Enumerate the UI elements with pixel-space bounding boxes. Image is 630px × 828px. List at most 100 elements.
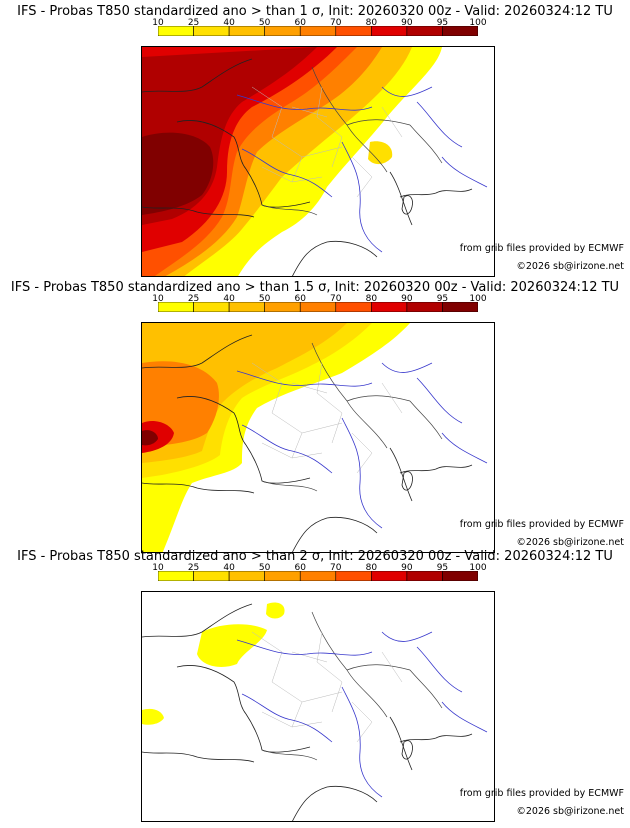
country-borders bbox=[261, 342, 443, 492]
corsica bbox=[401, 740, 413, 760]
prob-field-95 bbox=[142, 132, 214, 215]
colorbar-tick-label: 60 bbox=[294, 294, 306, 304]
probability-map bbox=[141, 591, 495, 822]
colorbar-tick-label: 25 bbox=[187, 18, 200, 28]
colorbar-labels: 10 25 40 50 60 70 80 90 95 100 bbox=[152, 294, 486, 308]
colorbar-segment bbox=[335, 302, 372, 312]
colorbar-segment bbox=[406, 571, 443, 581]
colorbar-segment bbox=[371, 302, 408, 312]
prob-field-20-se bbox=[368, 141, 393, 165]
country-borders bbox=[261, 66, 443, 216]
admin-borders bbox=[251, 362, 403, 474]
colorbar bbox=[158, 302, 478, 312]
colorbar-tick-label: 90 bbox=[401, 563, 413, 573]
colorbar-segment bbox=[442, 302, 478, 312]
colorbar-segment bbox=[335, 26, 372, 36]
colorbar-tick-label: 95 bbox=[436, 18, 449, 28]
colorbar-tick-label: 50 bbox=[258, 18, 271, 28]
coastline bbox=[142, 58, 473, 276]
colorbar-segment bbox=[264, 302, 301, 312]
colorbar-tick-label: 100 bbox=[469, 294, 487, 304]
colorbar-segment bbox=[264, 26, 301, 36]
copyright-credit: ©2026 sb@irizone.net bbox=[516, 537, 624, 548]
colorbar-tick-label: 10 bbox=[152, 563, 164, 573]
data-source-credit: from grib files provided by ECMWF bbox=[459, 788, 624, 799]
colorbar-tick-label: 70 bbox=[330, 294, 342, 304]
map-canvas bbox=[142, 602, 488, 821]
coastline bbox=[142, 603, 473, 821]
colorbar-tick-label: 100 bbox=[469, 18, 487, 28]
colorbar-segment bbox=[158, 302, 194, 312]
colorbar-tick-label: 100 bbox=[469, 563, 487, 573]
colorbar-segment bbox=[158, 26, 194, 36]
colorbar-labels: 10 25 40 50 60 70 80 90 95 100 bbox=[152, 563, 486, 577]
colorbar-tick-label: 70 bbox=[330, 18, 342, 28]
probability-map bbox=[141, 46, 495, 277]
panel-title: IFS - Probas T850 standardized ano > tha… bbox=[10, 280, 620, 295]
map-canvas bbox=[142, 323, 488, 552]
copyright-credit: ©2026 sb@irizone.net bbox=[516, 261, 624, 272]
prob-field-95 bbox=[142, 430, 158, 446]
panel-title: IFS - Probas T850 standardized ano > tha… bbox=[17, 549, 613, 564]
colorbar-tick-label: 10 bbox=[152, 294, 164, 304]
map-panel-2: IFS - Probas T850 standardized ano > tha… bbox=[0, 276, 630, 553]
colorbar-segment bbox=[193, 571, 230, 581]
colorbar-tick-label: 90 bbox=[401, 294, 413, 304]
coastline bbox=[142, 334, 473, 552]
colorbar-segment bbox=[193, 26, 230, 36]
colorbar-labels: 10 25 40 50 60 70 80 90 95 100 bbox=[152, 18, 486, 32]
copyright-credit: ©2026 sb@irizone.net bbox=[516, 806, 624, 817]
admin-borders bbox=[251, 86, 403, 198]
colorbar-segment bbox=[228, 26, 265, 36]
colorbar-tick-label: 80 bbox=[365, 294, 378, 304]
colorbar-segment bbox=[442, 571, 478, 581]
map-canvas bbox=[142, 47, 488, 276]
colorbar-segment bbox=[406, 302, 443, 312]
colorbar bbox=[158, 571, 478, 581]
colorbar-segment bbox=[406, 26, 443, 36]
colorbar bbox=[158, 26, 478, 36]
colorbar-tick-label: 25 bbox=[187, 294, 200, 304]
colorbar-segment bbox=[335, 571, 372, 581]
probability-map bbox=[141, 322, 495, 553]
colorbar-tick-label: 10 bbox=[152, 18, 164, 28]
colorbar-tick-label: 40 bbox=[223, 18, 235, 28]
colorbar-segment bbox=[371, 26, 408, 36]
colorbar-tick-label: 60 bbox=[294, 563, 306, 573]
colorbar-segment bbox=[264, 571, 301, 581]
colorbar-segment bbox=[299, 26, 337, 36]
corsica bbox=[401, 471, 413, 491]
colorbar-tick-label: 50 bbox=[258, 294, 271, 304]
colorbar-segment bbox=[228, 571, 265, 581]
prob-field-10-north bbox=[197, 624, 267, 667]
rivers bbox=[236, 362, 488, 529]
colorbar-segment bbox=[228, 302, 265, 312]
colorbar-segment bbox=[158, 571, 194, 581]
colorbar-segment bbox=[442, 26, 478, 36]
admin-borders bbox=[251, 631, 403, 743]
map-panel-3: IFS - Probas T850 standardized ano > tha… bbox=[0, 545, 630, 822]
country-borders bbox=[261, 611, 443, 761]
colorbar-segment bbox=[299, 302, 337, 312]
data-source-credit: from grib files provided by ECMWF bbox=[459, 243, 624, 254]
corsica bbox=[401, 195, 413, 215]
data-source-credit: from grib files provided by ECMWF bbox=[459, 519, 624, 530]
panel-title: IFS - Probas T850 standardized ano > tha… bbox=[17, 4, 613, 19]
colorbar-tick-label: 95 bbox=[436, 294, 449, 304]
colorbar-tick-label: 80 bbox=[365, 563, 378, 573]
prob-field-20-s bbox=[312, 167, 327, 183]
colorbar-tick-label: 40 bbox=[223, 294, 235, 304]
map-panel-1: IFS - Probas T850 standardized ano > tha… bbox=[0, 0, 630, 277]
prob-field-10-southwest bbox=[142, 708, 164, 725]
colorbar-segment bbox=[299, 571, 337, 581]
colorbar-tick-label: 40 bbox=[223, 563, 235, 573]
colorbar-tick-label: 80 bbox=[365, 18, 378, 28]
colorbar-tick-label: 60 bbox=[294, 18, 306, 28]
colorbar-segment bbox=[193, 302, 230, 312]
colorbar-tick-label: 25 bbox=[187, 563, 200, 573]
rivers bbox=[236, 631, 488, 798]
colorbar-segment bbox=[371, 571, 408, 581]
prob-field-80 bbox=[142, 421, 174, 453]
colorbar-tick-label: 70 bbox=[330, 563, 342, 573]
colorbar-tick-label: 95 bbox=[436, 563, 449, 573]
